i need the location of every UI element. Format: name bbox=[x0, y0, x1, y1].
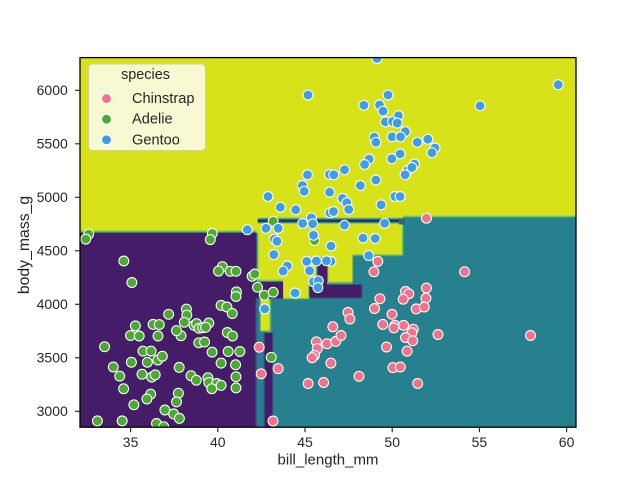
svg-text:4000: 4000 bbox=[37, 296, 68, 312]
svg-text:body_mass_g: body_mass_g bbox=[16, 196, 33, 294]
svg-text:6000: 6000 bbox=[37, 82, 68, 98]
svg-text:5000: 5000 bbox=[37, 189, 68, 205]
svg-text:bill_length_mm: bill_length_mm bbox=[278, 452, 379, 469]
svg-text:35: 35 bbox=[123, 434, 139, 450]
svg-text:3000: 3000 bbox=[37, 403, 68, 419]
svg-text:3500: 3500 bbox=[37, 349, 68, 365]
svg-text:5500: 5500 bbox=[37, 135, 68, 151]
svg-text:species: species bbox=[121, 67, 170, 83]
svg-text:45: 45 bbox=[297, 434, 313, 450]
svg-text:40: 40 bbox=[210, 434, 226, 450]
svg-text:Chinstrap: Chinstrap bbox=[132, 91, 194, 107]
svg-text:Adelie: Adelie bbox=[132, 112, 173, 128]
svg-text:55: 55 bbox=[472, 434, 488, 450]
svg-text:4500: 4500 bbox=[37, 242, 68, 258]
svg-text:50: 50 bbox=[384, 434, 400, 450]
svg-text:Gentoo: Gentoo bbox=[132, 132, 180, 148]
svg-text:60: 60 bbox=[559, 434, 575, 450]
